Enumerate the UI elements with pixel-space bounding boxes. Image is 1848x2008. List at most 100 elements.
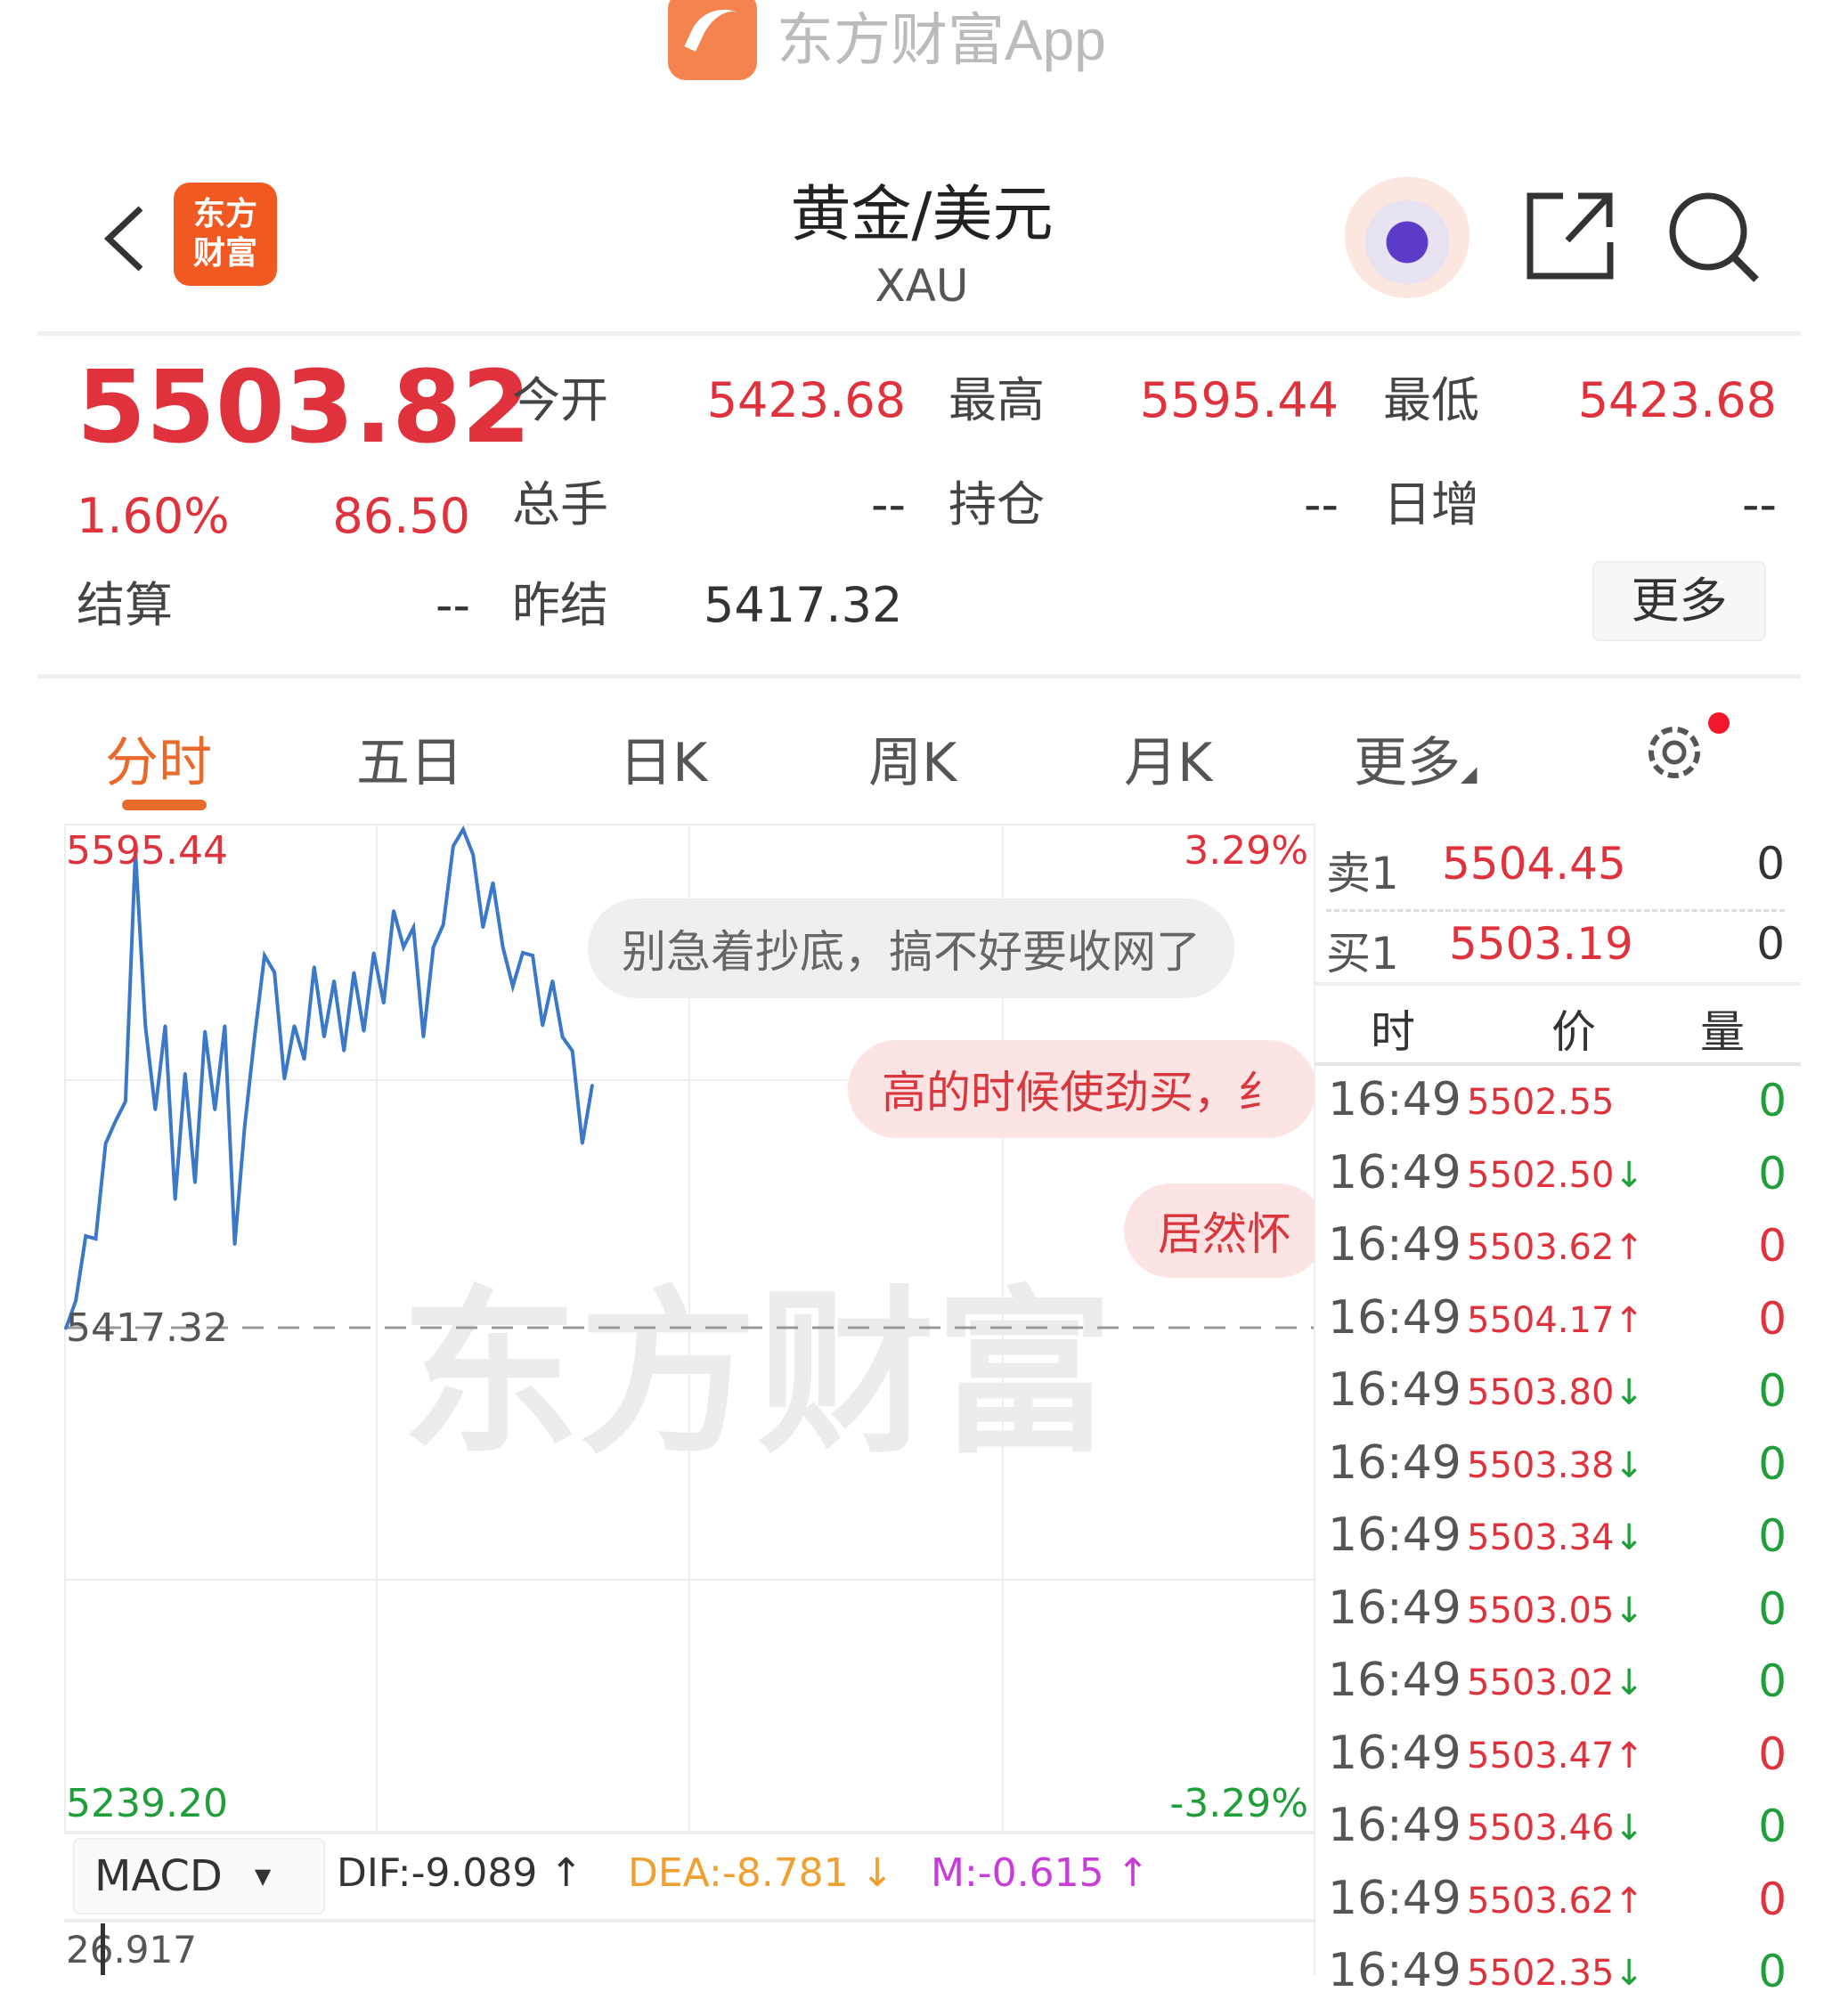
- bid-label: 买1: [1326, 928, 1399, 980]
- tick-direction-icon: ↓: [1614, 1589, 1644, 1631]
- tick-price: 5503.62↑: [1467, 1227, 1644, 1268]
- search-icon[interactable]: [1665, 189, 1763, 287]
- open-interest-value: --: [1304, 476, 1339, 532]
- ticks-header-price: 价: [1551, 1006, 1596, 1058]
- price-point: [471, 853, 475, 857]
- tick-price: 5503.46↓: [1467, 1808, 1644, 1849]
- tick-time: 16:49: [1328, 1218, 1461, 1272]
- price-point: [74, 1299, 77, 1303]
- bid-volume: 0: [1756, 918, 1785, 970]
- price-point: [223, 1024, 226, 1028]
- price-point: [164, 1024, 167, 1028]
- share-icon[interactable]: [1523, 189, 1616, 282]
- more-quote-button[interactable]: 更多: [1592, 561, 1766, 641]
- price-point: [332, 979, 336, 982]
- tab-more[interactable]: 更多◢: [1354, 719, 1477, 797]
- tick-price: 5503.34↓: [1467, 1517, 1644, 1558]
- pct-min-label: -3.29%: [1169, 1781, 1308, 1826]
- price-point: [352, 971, 355, 974]
- tab-weekly-k[interactable]: 周K: [868, 732, 957, 794]
- tick-row: 16:49 5503.62↑ 0: [1315, 1211, 1801, 1282]
- tick-price: 5503.80↓: [1467, 1372, 1644, 1413]
- tick-volume: 0: [1758, 1801, 1787, 1852]
- price-point: [461, 827, 465, 831]
- tick-volume: 0: [1758, 1220, 1787, 1272]
- price-point: [303, 1058, 306, 1061]
- divider: [1315, 1062, 1801, 1066]
- price-point: [392, 909, 395, 913]
- tick-time: 16:49: [1328, 1290, 1461, 1345]
- price-point: [153, 1108, 157, 1111]
- price-point: [213, 1108, 216, 1111]
- tab-monthly-k[interactable]: 月K: [1124, 732, 1213, 794]
- tick-row: 16:49 5503.34↓ 0: [1315, 1501, 1801, 1573]
- app-watermark: 东方财富App: [668, 0, 1106, 80]
- assistant-avatar[interactable]: [1345, 174, 1469, 298]
- tick-volume: 0: [1758, 1582, 1787, 1635]
- danmaku-bubble: 别急着抄底，搞不好要收网了: [588, 898, 1234, 998]
- price-point: [521, 951, 525, 955]
- tick-row: 16:49 5503.62↑ 0: [1315, 1865, 1801, 1936]
- tick-row: 16:49 5502.50↓ 0: [1315, 1139, 1801, 1210]
- change-pct: 1.60%: [77, 488, 230, 544]
- tick-price-value: 5502.55: [1467, 1082, 1615, 1123]
- center-watermark: 东方财富: [401, 1271, 1114, 1478]
- tick-row: 16:49 5502.35↓ 0: [1315, 1937, 1801, 2008]
- tick-price: 5503.05↓: [1467, 1590, 1644, 1631]
- ticks-header-volume: 量: [1700, 1006, 1745, 1058]
- tick-volume: 0: [1758, 1655, 1787, 1707]
- price-point: [342, 1049, 346, 1053]
- price-point: [273, 971, 276, 974]
- order-book-panel: 卖1 5504.45 0 买1 5503.19 0 时 价 量 16:49 550…: [1314, 824, 1801, 1997]
- price-point: [581, 1142, 584, 1145]
- settings-gear-icon[interactable]: [1639, 717, 1710, 788]
- daily-increase-label: 日增: [1383, 476, 1479, 532]
- tick-volume: 0: [1758, 1292, 1787, 1345]
- tick-price: 5503.02↓: [1467, 1662, 1644, 1703]
- tab-five-day[interactable]: 五日: [356, 732, 463, 794]
- tick-price: 5504.17↑: [1467, 1300, 1644, 1341]
- prev-settlement-label: 昨结: [512, 577, 608, 633]
- price-point: [253, 1035, 256, 1038]
- price-point: [382, 1002, 386, 1005]
- price-point: [114, 1119, 118, 1123]
- daily-increase-value: --: [1742, 476, 1777, 532]
- tab-daily-k[interactable]: 日K: [619, 732, 708, 794]
- tick-row: 16:49 5503.05↓ 0: [1315, 1574, 1801, 1646]
- grid-line: [64, 1079, 1314, 1081]
- dropdown-triangle-icon: ▼: [254, 1864, 272, 1889]
- volume-value: --: [871, 476, 906, 532]
- price-point: [313, 965, 316, 969]
- ask-price: 5504.45: [1442, 838, 1626, 890]
- tick-row: 16:49 5502.55 0: [1315, 1066, 1801, 1137]
- tick-volume: 0: [1758, 1437, 1787, 1490]
- tab-more-label: 更多: [1354, 732, 1461, 794]
- active-tab-indicator: [122, 800, 207, 810]
- divider: [64, 1919, 1314, 1923]
- tick-row: 16:49 5503.46↓ 0: [1315, 1792, 1801, 1863]
- tick-time: 16:49: [1328, 1435, 1461, 1490]
- price-line: [64, 825, 594, 1329]
- back-chevron-icon[interactable]: [98, 203, 151, 274]
- indicator-selector[interactable]: MACD ▼: [73, 1838, 325, 1915]
- y-min-label: 5239.20: [66, 1781, 228, 1826]
- tick-time: 16:49: [1328, 1944, 1461, 1997]
- tab-intraday[interactable]: 分时: [105, 732, 212, 794]
- price-point: [402, 946, 405, 949]
- danmaku-bubble: 高的时候使劲买，纟: [848, 1040, 1316, 1138]
- price-point: [282, 1077, 286, 1081]
- tick-direction-icon: ↑: [1614, 1735, 1644, 1776]
- brand-logo[interactable]: 东方财富: [174, 183, 277, 286]
- price-point: [243, 1125, 247, 1128]
- open-label: 今开: [512, 372, 608, 428]
- price-point: [561, 1035, 565, 1038]
- price-point: [124, 1100, 127, 1103]
- intraday-chart[interactable]: [64, 824, 1314, 1833]
- macd-max-label: 26.917: [66, 1928, 197, 1971]
- macd-dif: DIF:-9.089 ↑: [337, 1850, 583, 1896]
- danmaku-bubble: 居然怀: [1124, 1183, 1325, 1278]
- pct-max-label: 3.29%: [1184, 828, 1308, 874]
- price-point: [442, 923, 445, 926]
- tick-price: 5503.47↑: [1467, 1736, 1644, 1776]
- y-max-label: 5595.44: [66, 828, 228, 874]
